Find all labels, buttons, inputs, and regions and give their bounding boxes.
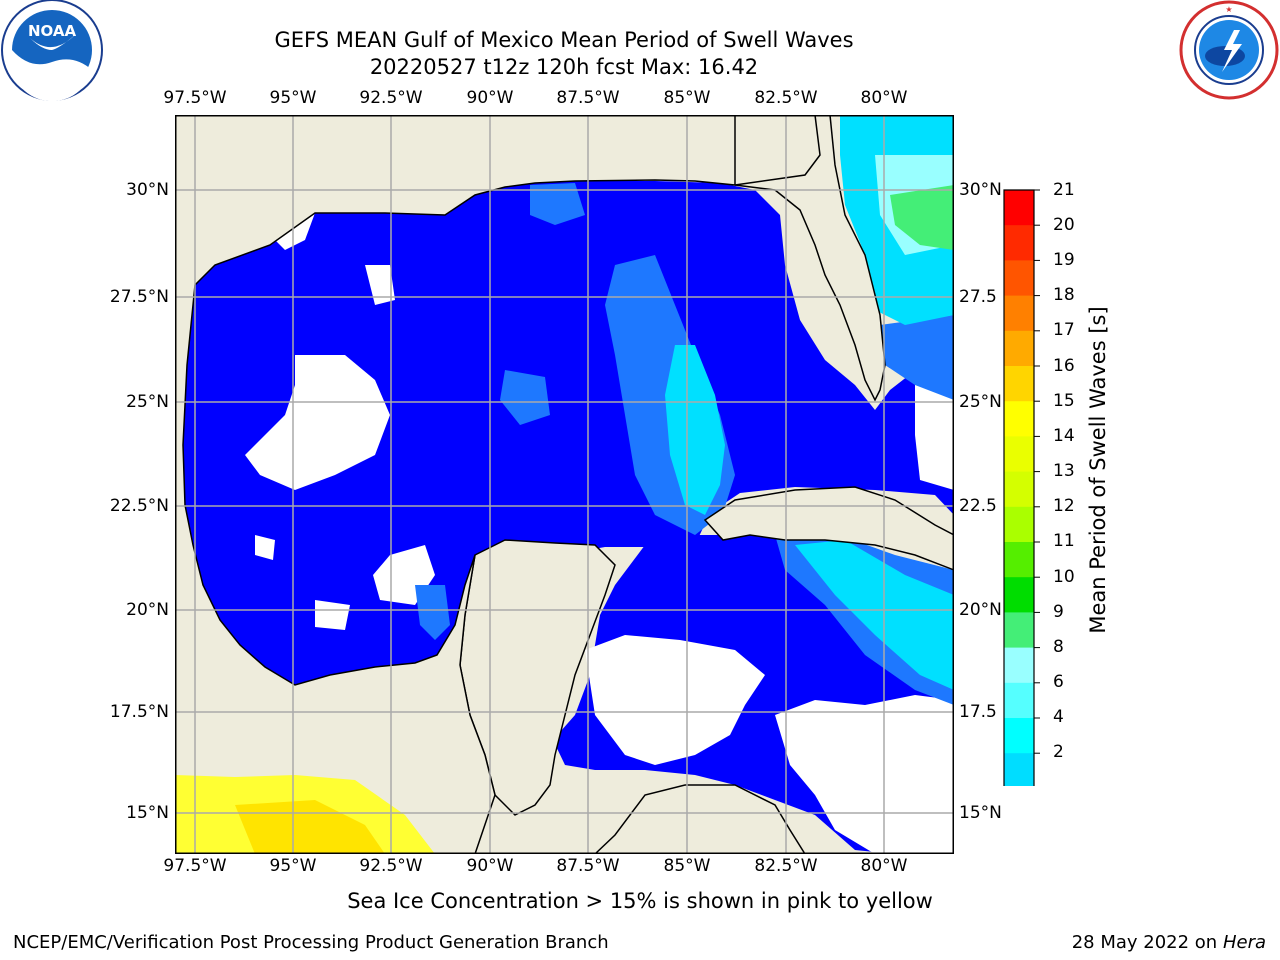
colorbar-tick: 13	[1053, 461, 1075, 481]
colorbar-segment	[1004, 295, 1034, 332]
sea-ice-caption: Sea Ice Concentration > 15% is shown in …	[347, 889, 933, 913]
lat-label: 15°N	[126, 803, 169, 823]
footer-date-text: 28 May 2022 on	[1071, 932, 1218, 953]
colorbar-segment	[1004, 647, 1034, 684]
colorbar-segment	[1004, 366, 1034, 402]
colorbar-segment	[1004, 612, 1034, 649]
colorbar	[1003, 189, 1040, 786]
lon-label: 95°W	[269, 88, 317, 108]
lat-label: 22.5°N	[109, 496, 169, 516]
lon-label: 85°W	[663, 88, 711, 108]
colorbar-tick: 14	[1053, 426, 1075, 446]
colorbar-segment	[1004, 577, 1034, 613]
lon-label: 92.5°W	[359, 856, 423, 876]
colorbar-segment	[1004, 260, 1034, 297]
footer-organization: NCEP/EMC/Verification Post Processing Pr…	[13, 932, 609, 953]
lat-label: 30°N	[959, 180, 1002, 200]
colorbar-tick: 8	[1053, 637, 1064, 657]
lat-label: 30°N	[126, 180, 169, 200]
lat-label: 27.5°N	[109, 287, 169, 307]
colorbar-tick: 12	[1053, 496, 1075, 516]
lat-label: 27.5	[959, 287, 997, 307]
lat-label: 22.5	[959, 496, 997, 516]
colorbar-tick: 15	[1053, 391, 1075, 411]
colorbar-tick: 11	[1053, 531, 1075, 551]
chart-subtitle: 20220527 t12z 120h fcst Max: 16.42	[369, 55, 759, 79]
colorbar-segment	[1004, 506, 1034, 543]
graticule	[175, 115, 954, 854]
lon-label: 90°W	[466, 856, 514, 876]
colorbar-segment	[1004, 471, 1034, 508]
lon-label: 82.5°W	[754, 88, 818, 108]
florida	[734, 115, 886, 402]
gulf-ocean	[183, 181, 954, 685]
colorbar-tick: 19	[1053, 250, 1075, 270]
lon-label: 87.5°W	[556, 88, 620, 108]
noaa-logo: NOAA	[1, 0, 103, 102]
colorbar-tick: 4	[1053, 707, 1064, 727]
lon-label: 82.5°W	[754, 856, 818, 876]
colorbar-tick: 18	[1053, 285, 1075, 305]
lat-label: 17.5°N	[109, 702, 169, 722]
lon-label: 97.5°W	[163, 88, 227, 108]
lat-label: 25°N	[126, 392, 169, 412]
colorbar-tick: 17	[1053, 320, 1075, 340]
lat-label: 25°N	[959, 392, 1002, 412]
colorbar-tick: 10	[1053, 567, 1075, 587]
svg-text:★: ★	[1225, 5, 1232, 14]
colorbar-segment	[1004, 401, 1034, 437]
lat-label: 20°N	[126, 600, 169, 620]
colorbar-segment	[1004, 542, 1034, 578]
colorbar-tick: 9	[1053, 602, 1064, 622]
nws-logo: ★	[1179, 0, 1279, 100]
colorbar-tick: 16	[1053, 356, 1075, 376]
colorbar-segment	[1004, 753, 1034, 786]
colorbar-segment	[1004, 436, 1034, 473]
colorbar-segment	[1004, 682, 1034, 719]
chart-title: GEFS MEAN Gulf of Mexico Mean Period of …	[274, 28, 854, 52]
footer-date: 28 May 2022 on Hera	[1072, 932, 1266, 953]
colorbar-tick: 6	[1053, 672, 1064, 692]
colorbar-label: Mean Period of Swell Waves [s]	[1086, 306, 1110, 634]
colorbar-segment	[1004, 190, 1034, 226]
colorbar-tick: 2	[1053, 742, 1064, 762]
cuba	[703, 486, 954, 571]
lon-label: 85°W	[663, 856, 711, 876]
lon-label: 87.5°W	[556, 856, 620, 876]
lat-label: 20°N	[959, 600, 1002, 620]
footer-machine: Hera	[1222, 932, 1266, 953]
lon-label: 95°W	[269, 856, 317, 876]
colorbar-tick: 21	[1053, 180, 1075, 200]
lon-label: 92.5°W	[359, 88, 423, 108]
lat-label: 15°N	[959, 803, 1002, 823]
colorbar-segment	[1004, 718, 1034, 754]
noaa-logo-text: NOAA	[28, 22, 77, 40]
lat-label: 17.5	[959, 702, 997, 722]
lon-label: 97.5°W	[163, 856, 227, 876]
colorbar-tick: 20	[1053, 215, 1075, 235]
lon-label: 90°W	[466, 88, 514, 108]
colorbar-segment	[1004, 330, 1034, 367]
lon-label: 80°W	[860, 88, 908, 108]
lon-label: 80°W	[860, 856, 908, 876]
colorbar-outline	[1003, 189, 1035, 786]
gulf-map	[175, 115, 954, 854]
colorbar-segment	[1004, 225, 1034, 261]
